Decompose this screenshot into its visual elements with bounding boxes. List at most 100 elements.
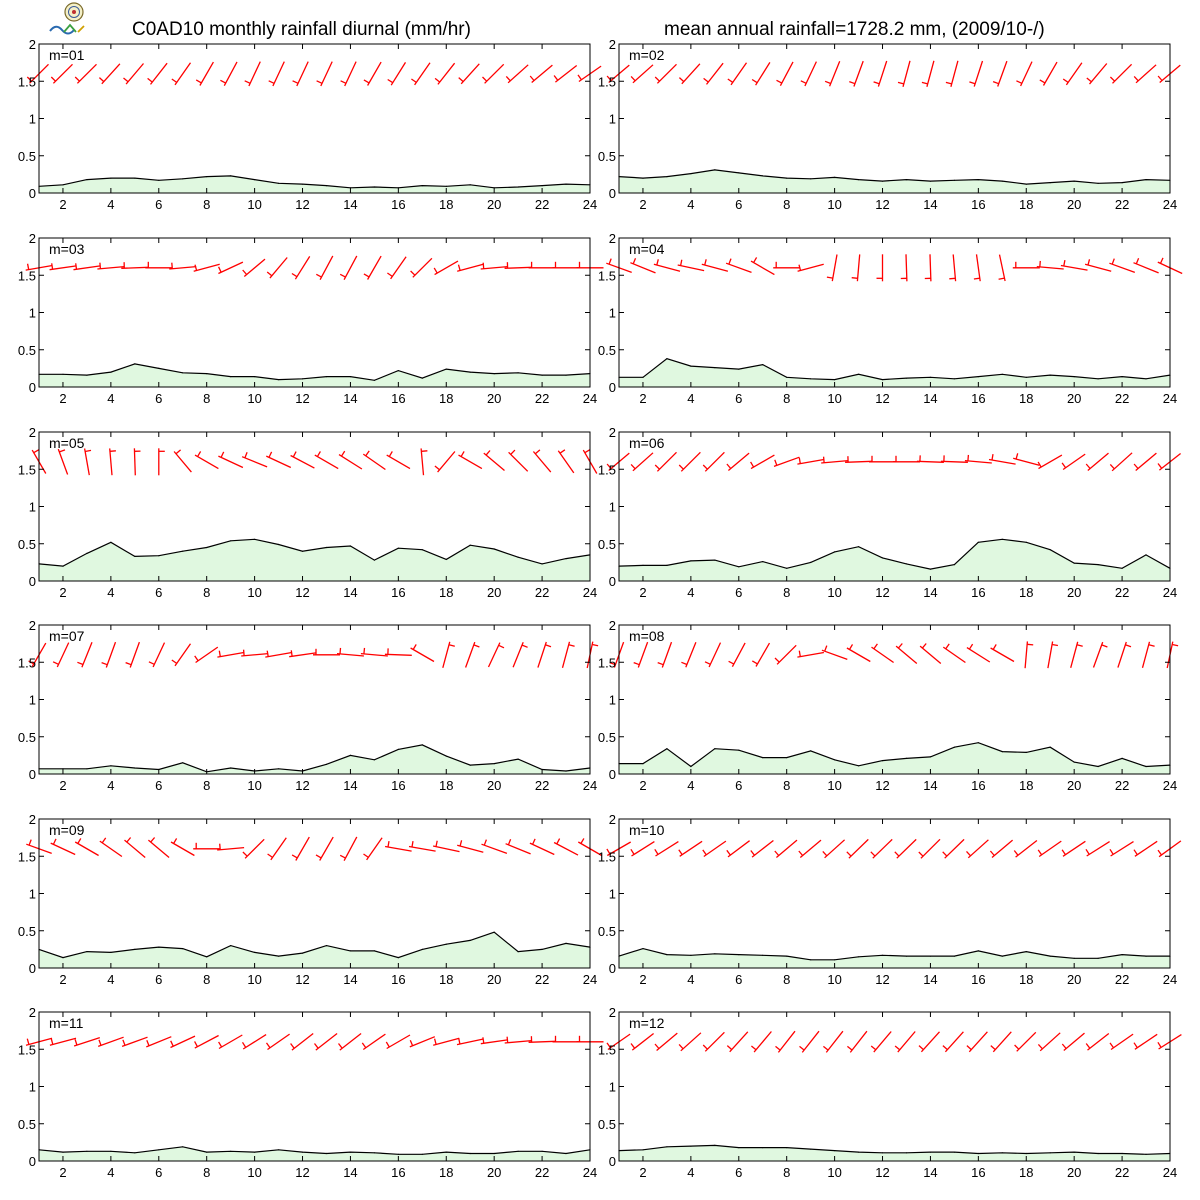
x-tick-label: 22 [1115, 197, 1129, 212]
wind-barb-feather [774, 657, 780, 663]
wind-barb [171, 62, 192, 86]
wind-barb [49, 1037, 77, 1046]
wind-barb-shaft [755, 642, 771, 667]
wind-barb [316, 61, 333, 87]
wind-barb-feather [460, 451, 465, 457]
rain-point [834, 176, 836, 178]
rain-point [158, 1149, 160, 1151]
wind-barb [361, 1033, 386, 1051]
wind-barb [1037, 840, 1062, 858]
wind-barb-feather [291, 272, 298, 278]
wind-barb-shaft [408, 845, 436, 852]
x-tick-label: 20 [1067, 972, 1081, 987]
x-tick-label: 2 [639, 972, 646, 987]
wind-barb [1039, 61, 1058, 86]
rain-point [786, 955, 788, 957]
rain-area [619, 169, 1170, 193]
wind-barb-feather [750, 850, 756, 856]
wind-barb-shaft [193, 263, 220, 272]
y-tick-label: 0 [609, 380, 616, 395]
rain-point [182, 178, 184, 180]
wind-barb-feather [529, 75, 535, 81]
wind-barb-feather [1039, 260, 1041, 267]
wind-barb-feather [339, 854, 346, 859]
x-tick-label: 22 [535, 972, 549, 987]
panel-m-02: 00.511.522 4 6 8 10 12 14 16 18 20 22 24m=02 [598, 37, 1181, 212]
wind-barb [1166, 641, 1179, 669]
rain-point [565, 558, 567, 560]
wind-barb-shaft [776, 644, 797, 665]
wind-barb [241, 452, 268, 468]
wind-barb-shaft [315, 1032, 338, 1051]
rain-line [38, 175, 591, 189]
wind-barb-feather [220, 451, 225, 458]
x-tick-label: 4 [687, 585, 694, 600]
wind-barb-shaft [1016, 1031, 1037, 1052]
wind-barb-feather [126, 837, 132, 843]
y-tick-label: 2 [609, 37, 616, 52]
wind-barb-shaft [828, 61, 841, 87]
wind-barb-feather [1076, 644, 1083, 647]
rain-point [738, 1147, 740, 1149]
wind-barb-feather [485, 450, 491, 456]
wind-barb-feather [244, 452, 248, 459]
x-tick-label: 20 [487, 391, 501, 406]
rain-point [977, 376, 979, 378]
wind-barb [704, 642, 722, 668]
x-tick-label: 12 [875, 585, 889, 600]
wind-barb-feather [1039, 79, 1046, 84]
wind-barb-feather [1037, 849, 1043, 856]
wind-barb [654, 451, 677, 472]
x-tick-label: 10 [827, 972, 841, 987]
wind-barb [774, 839, 798, 858]
wind-barb [553, 838, 579, 856]
x-tick-label: 2 [639, 197, 646, 212]
wind-barb [869, 455, 896, 463]
rain-point [1097, 564, 1099, 566]
x-tick-label: 2 [59, 197, 66, 212]
rain-point [690, 1145, 692, 1147]
x-tick-label: 20 [487, 972, 501, 987]
wind-barb-shaft [362, 453, 386, 471]
wind-barb-shaft [76, 63, 97, 84]
rain-point [929, 756, 932, 758]
wind-barb-shaft [384, 845, 412, 852]
x-tick-label: 10 [827, 197, 841, 212]
wind-barb-shaft [484, 63, 505, 84]
rain-point [929, 955, 932, 957]
wind-barb [1024, 641, 1034, 669]
wind-barb [773, 261, 801, 269]
wind-barb [750, 1031, 772, 1053]
wind-barb-shaft [849, 1030, 868, 1053]
wind-barb [751, 62, 771, 86]
wind-barb-feather [220, 79, 227, 84]
wind-barb-feather [973, 277, 980, 280]
x-tick-label: 20 [1067, 1165, 1081, 1180]
wind-barb [1133, 1033, 1158, 1050]
panel-label: m=12 [629, 1015, 665, 1031]
rain-point [905, 179, 908, 181]
wind-barb-feather [387, 78, 394, 84]
wind-barb-feather [750, 461, 755, 468]
panel-m-01: 00.511.522 4 6 8 10 12 14 16 18 20 22 24m=01 [18, 37, 602, 212]
y-tick-label: 2 [609, 425, 616, 440]
wind-barb-feather [606, 848, 611, 855]
wind-barb [776, 61, 794, 87]
wind-barb-feather [727, 78, 734, 83]
wind-barb-feather [849, 80, 856, 85]
x-tick-label: 4 [687, 972, 694, 987]
x-tick-label: 2 [59, 585, 66, 600]
rain-point [86, 951, 88, 953]
rain-point [810, 750, 812, 752]
wind-barb [966, 1031, 988, 1053]
wind-barb-shaft [919, 645, 942, 664]
y-tick-label: 1.5 [598, 74, 616, 89]
rain-point [182, 372, 184, 374]
wind-barb [241, 649, 269, 657]
wind-barb-feather [630, 463, 636, 470]
wind-barb [147, 837, 170, 858]
wind-barb-feather [51, 263, 54, 270]
wind-barb-shaft [1020, 61, 1033, 87]
wind-barb [630, 258, 656, 274]
wind-barb-shaft [49, 265, 77, 271]
